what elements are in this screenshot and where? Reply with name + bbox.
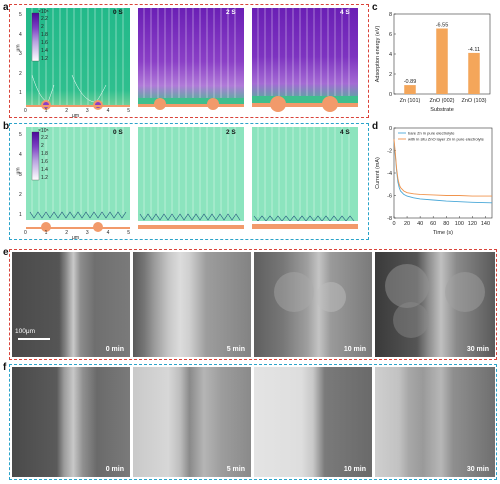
bar: [436, 28, 448, 94]
panel-a-plot-4s: [252, 8, 358, 112]
panel-b-plot-0s: [26, 127, 130, 232]
y-tick-label: -8: [387, 216, 392, 222]
panel-e-image-5min: 5 min: [133, 252, 251, 357]
bar-value-label: -0.89: [404, 79, 417, 85]
scale-bar-label: 100μm: [15, 328, 36, 335]
y-tick-label: 4: [389, 52, 392, 58]
panel-f-time-1: 5 min: [226, 466, 245, 473]
panel-a-time-1: 2 S: [226, 9, 236, 16]
panel-e-image-30min: 30 min: [375, 252, 495, 357]
panel-a-plot-0s: [26, 8, 130, 110]
panel-f-image-5min: 5 min: [133, 367, 251, 477]
panel-f-time-0: 0 min: [105, 466, 124, 473]
panel-a-colorbar-exp: ×10⁵: [38, 9, 49, 15]
x-tick-label: 80: [443, 221, 449, 227]
x-axis-label: Substrate: [430, 107, 454, 113]
bar: [404, 85, 416, 94]
panel-label-a: a: [3, 2, 9, 13]
panel-a-simulations: [26, 8, 358, 112]
panel-b-xunit: μm: [72, 235, 80, 241]
x-tick-label: 60: [430, 221, 436, 227]
panel-a-frame: [9, 4, 369, 118]
panel-e-time-0: 0 min: [105, 346, 124, 353]
panel-f-image-10min: 10 min: [254, 367, 372, 477]
x-tick-label: 0: [392, 221, 395, 227]
y-tick-label: 2: [389, 72, 392, 78]
scale-bar: [18, 338, 50, 340]
bar-value-label: -6.55: [436, 23, 449, 29]
panel-b-plot-2s: [138, 127, 244, 229]
bar-value-label: -4.11: [468, 47, 480, 53]
series-line: [393, 141, 493, 204]
panel-e-image-0min: 100μm 0 min: [12, 252, 130, 357]
panel-b-yunit: μm: [15, 167, 22, 175]
y-tick-label: -2: [387, 149, 392, 155]
y-tick-label: 8: [389, 12, 392, 18]
panel-b-time-1: 2 S: [226, 129, 236, 136]
panel-label-f: f: [3, 362, 7, 373]
panel-a-time-2: 4 S: [340, 9, 350, 16]
bar: [468, 52, 480, 94]
y-tick-label: -4: [387, 171, 392, 177]
y-tick-label: 6: [389, 32, 392, 38]
y-tick-label: 0: [389, 92, 392, 98]
panel-a-colorbar: [31, 12, 40, 62]
panel-c-bar-chart: 0 2 4 6 8 Adsorption energy (eV) -0.89 Zn (101)…: [375, 12, 491, 113]
x-category-label: ZnO (103): [461, 98, 486, 104]
panel-label-e: e: [3, 247, 9, 258]
panel-f-time-3: 30 min: [466, 466, 489, 473]
panel-b-simulations: [26, 127, 358, 232]
panel-a-yunit: μm: [15, 44, 22, 52]
y-axis-label: Current (mA): [375, 157, 381, 189]
panel-b-time-2: 4 S: [340, 129, 350, 136]
legend-label: bare Zn in pure electrolyte: [408, 131, 455, 136]
x-category-label: ZnO (002): [429, 98, 454, 104]
panel-f-frame: [9, 364, 497, 480]
y-tick-label: -6: [387, 194, 392, 200]
legend-label: with in situ ZnO layer Zn in pure electr…: [408, 137, 485, 142]
panel-e-image-10min: 10 min: [254, 252, 372, 357]
y-tick-label: 0: [389, 126, 392, 132]
panel-label-b: b: [3, 121, 10, 132]
series-line: [393, 139, 492, 197]
panel-f-image-30min: 30 min: [375, 367, 495, 477]
panel-a-colorbar-ticks: 2.2 2 1.8 1.6 1.4 1.2: [41, 16, 48, 63]
x-tick-label: 140: [481, 221, 490, 227]
panel-f-time-2: 10 min: [343, 466, 366, 473]
panel-b-plot-4s: [252, 127, 358, 229]
x-tick-label: 100: [455, 221, 464, 227]
panel-e-time-1: 5 min: [226, 346, 245, 353]
panel-b-colorbar-ticks: 2.2 2 1.8 1.6 1.4 1.2: [41, 135, 48, 182]
panel-e-time-2: 10 min: [343, 346, 366, 353]
x-tick-label: 40: [417, 221, 423, 227]
x-category-label: Zn (101): [400, 98, 421, 104]
x-tick-label: 120: [468, 221, 477, 227]
panel-f-image-0min: 0 min: [12, 367, 130, 477]
panel-label-c: c: [372, 2, 378, 13]
panel-e-frame: [9, 249, 497, 360]
y-axis-label: Adsorption energy (eV): [375, 26, 381, 83]
panel-a-plot-2s: [138, 8, 244, 110]
panel-b-frame: [9, 123, 369, 240]
x-tick-label: 20: [404, 221, 410, 227]
panel-b-time-0: 0 S: [113, 129, 123, 136]
panel-b-colorbar-exp: ×10⁵: [38, 128, 49, 134]
panel-a-time-0: 0 S: [113, 9, 123, 16]
panel-label-d: d: [372, 121, 379, 132]
x-axis-label: Time (s): [433, 230, 453, 236]
panel-a-xunit: μm: [72, 113, 80, 119]
panel-e-time-3: 30 min: [466, 346, 489, 353]
